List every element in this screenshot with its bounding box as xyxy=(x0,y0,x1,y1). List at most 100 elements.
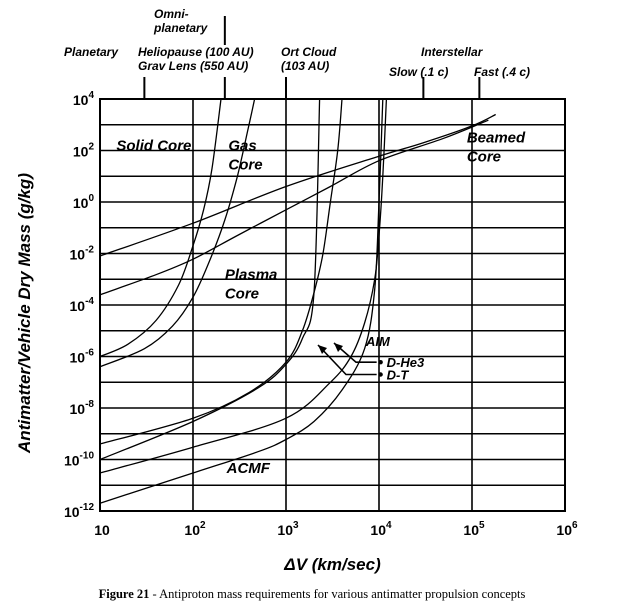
top-marker-label-1: Planetary xyxy=(64,45,119,59)
region-label-2: Gas Core xyxy=(228,138,262,174)
region-label-line: Solid Core xyxy=(116,138,191,155)
series-line-1 xyxy=(99,113,496,257)
y-tick-label-3-exp: 0 xyxy=(88,193,94,204)
top-marker-label-3: Heliopause (100 AU) Grav Lens (550 AU) xyxy=(138,45,254,73)
y-tick-label-9-base: 10 xyxy=(64,504,80,520)
y-tick-label-7: 10-8 xyxy=(70,399,95,417)
plot-frame xyxy=(99,98,566,512)
leader-arrowhead xyxy=(334,343,343,352)
y-axis-label: Antimatter/Vehicle Dry Mass (g/kg) xyxy=(15,173,34,454)
region-label-line: Beamed xyxy=(467,130,526,147)
chart: 10 102 103 104 105 106 10410210010-210-410-61… xyxy=(15,7,578,574)
top-marker-line: Heliopause (100 AU) xyxy=(138,45,254,59)
top-marker-label-6: Slow (.1 c) xyxy=(389,65,448,79)
top-marker-label-5: Interstellar xyxy=(421,45,484,59)
x-tick-label-2-base: 10 xyxy=(184,522,200,538)
y-tick-label-7-base: 10 xyxy=(70,401,86,417)
x-tick-label-4-base: 10 xyxy=(370,522,386,538)
y-tick-label-5-base: 10 xyxy=(70,298,86,314)
y-tick-label-8: 10-10 xyxy=(64,451,94,469)
series-line-4 xyxy=(99,98,256,368)
x-axis-label-text: V (km/sec) xyxy=(296,555,381,574)
y-tick-label-1-base: 10 xyxy=(73,92,89,108)
series-label-d-t: D-T xyxy=(387,367,410,382)
y-tick-label-3: 100 xyxy=(73,193,95,211)
y-tick-label-4: 10-2 xyxy=(70,245,95,263)
y-tick-label-1-exp: 4 xyxy=(88,90,94,101)
y-tick-label-4-base: 10 xyxy=(70,247,86,263)
region-label-line: Gas xyxy=(228,138,256,155)
series-line-8 xyxy=(99,98,384,504)
aim-label: AIM xyxy=(365,334,391,349)
region-label-5: ACMF xyxy=(226,460,271,477)
leader-arrowhead xyxy=(318,345,327,354)
leader-line xyxy=(333,342,377,364)
x-tick-label-2-exp: 2 xyxy=(200,520,206,531)
x-tick-label-1: 10 xyxy=(94,522,110,538)
x-tick-label-5-base: 10 xyxy=(463,522,479,538)
x-tick-label-3: 103 xyxy=(277,520,299,538)
x-axis-label-prefix: Δ xyxy=(283,555,295,574)
region-label-3: Plasma Core xyxy=(225,266,278,302)
x-tick-label-4: 104 xyxy=(370,520,392,538)
region-labels: Solid Core Gas Core Plasma Core Beamed Core ACM… xyxy=(116,130,526,477)
figure-caption: Figure 21 - Antiproton mass requirements… xyxy=(0,587,624,602)
caption-text: - Antiproton mass requirements for vario… xyxy=(149,587,526,601)
region-label-1: Solid Core xyxy=(116,138,191,155)
top-marker-line: Omni- xyxy=(154,7,189,21)
x-tick-label-3-exp: 3 xyxy=(293,520,299,531)
x-tick-label-2: 102 xyxy=(184,520,206,538)
region-label-line: ACMF xyxy=(226,460,271,477)
marker-d-t xyxy=(378,372,383,377)
top-marker-line: planetary xyxy=(153,21,209,35)
y-tick-label-9-exp: -12 xyxy=(80,502,95,513)
caption-figure-number: Figure 21 xyxy=(98,587,150,601)
top-marker-line: Planetary xyxy=(64,45,119,59)
y-tick-label-9: 10-12 xyxy=(64,502,94,520)
top-marker-label-4: Ort Cloud (103 AU) xyxy=(281,45,337,73)
region-label-4: Beamed Core xyxy=(467,130,526,166)
x-tick-label-5: 105 xyxy=(463,520,485,538)
y-tick-label-5-exp: -4 xyxy=(85,296,94,307)
y-tick-label-2: 102 xyxy=(73,142,95,160)
y-tick-label-2-exp: 2 xyxy=(88,142,94,153)
x-tick-label-3-base: 10 xyxy=(277,522,293,538)
leader-line xyxy=(317,344,377,376)
top-marker-line: Fast (.4 c) xyxy=(474,65,530,79)
y-tick-label-6-base: 10 xyxy=(70,350,86,366)
marker-d-he3 xyxy=(378,360,383,365)
y-tick-label-8-exp: -10 xyxy=(80,451,95,462)
top-marker-line: Slow (.1 c) xyxy=(389,65,448,79)
x-axis-label: ΔV (km/sec) xyxy=(283,555,381,574)
y-tick-label-7-exp: -8 xyxy=(85,399,94,410)
x-tick-label-5-exp: 5 xyxy=(479,520,485,531)
top-marker-label-7: Fast (.4 c) xyxy=(474,65,530,79)
y-tick-label-5: 10-4 xyxy=(70,296,95,314)
series-line-6 xyxy=(99,98,321,461)
y-tick-label-8-base: 10 xyxy=(64,453,80,469)
region-label-line: Plasma xyxy=(225,266,278,283)
region-label-line: Core xyxy=(467,149,501,166)
series-line-2 xyxy=(99,119,489,296)
y-tick-label-6-exp: -6 xyxy=(85,348,94,359)
y-tick-label-2-base: 10 xyxy=(73,144,89,160)
series-label-d-he3: D-He3 xyxy=(387,355,425,370)
series-line-3 xyxy=(99,98,222,358)
top-marker-label-2: Omni-planetary xyxy=(153,7,209,35)
x-tick-label-6-base: 10 xyxy=(556,522,572,538)
series-line-5 xyxy=(99,98,343,445)
x-tick-label-6: 106 xyxy=(556,520,578,538)
top-marker-line: Ort Cloud xyxy=(281,45,337,59)
x-tick-label-6-exp: 6 xyxy=(572,520,578,531)
x-tick-label-1-base: 10 xyxy=(94,522,110,538)
y-tick-label-6: 10-6 xyxy=(70,348,95,366)
region-label-line: Core xyxy=(225,285,259,302)
data-curves xyxy=(99,98,496,504)
y-tick-label-4-exp: -2 xyxy=(85,245,94,256)
top-markers: Planetary Omni-planetary Heliopause (100 A… xyxy=(64,7,530,99)
y-tick-label-3-base: 10 xyxy=(73,195,89,211)
x-tick-labels: 10 102 103 104 105 106 xyxy=(94,520,578,538)
top-marker-line: Interstellar xyxy=(421,45,484,59)
